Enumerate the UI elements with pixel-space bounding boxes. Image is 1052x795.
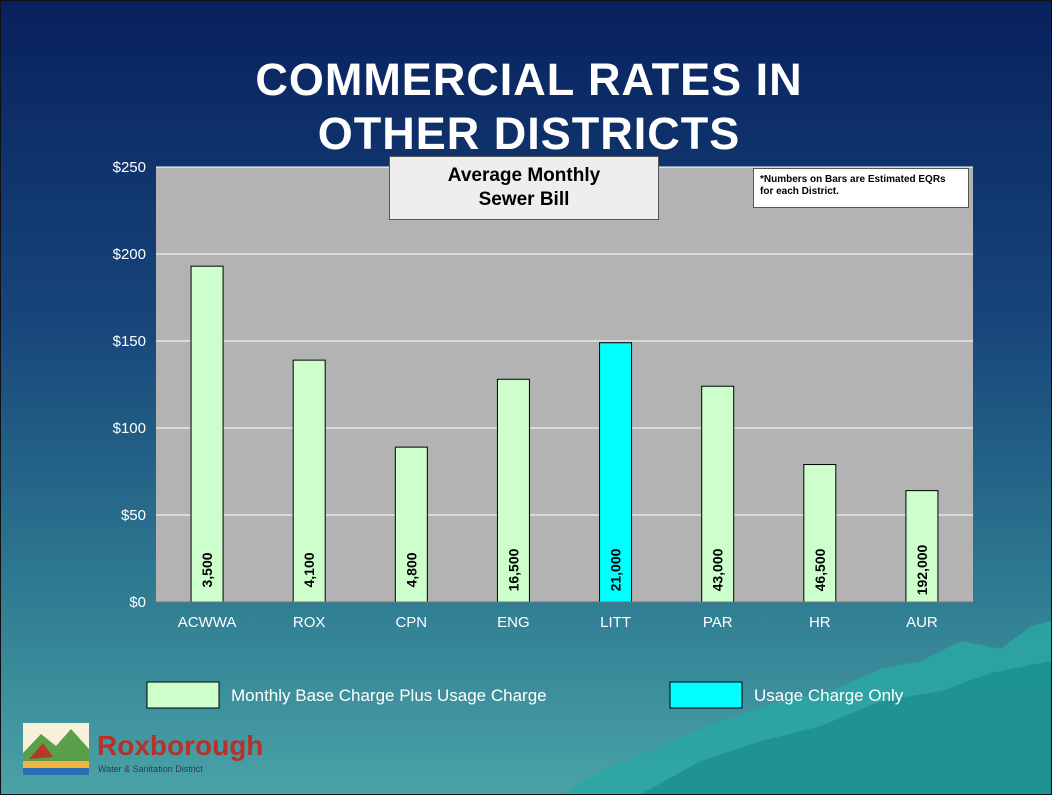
legend-label: Usage Charge Only — [754, 686, 904, 705]
logo-name: Roxborough — [97, 730, 263, 761]
x-tick-label: ACWWA — [178, 614, 237, 631]
bar-label: 192,000 — [914, 544, 930, 595]
logo-icon — [23, 723, 89, 775]
x-tick-label: HR — [809, 614, 831, 631]
x-tick-label: LITT — [600, 614, 631, 631]
bar — [190, 265, 224, 603]
logo-tagline: Water & Sanitation District — [98, 764, 203, 774]
bar — [905, 490, 939, 603]
note-box: *Numbers on Bars are Estimated EQRs for … — [753, 168, 969, 208]
logo-rock — [29, 743, 53, 759]
y-tick-label: $0 — [129, 594, 146, 611]
slide-title: COMMERCIAL RATES IN OTHER DISTRICTS — [255, 54, 803, 159]
bar-label: 21,000 — [608, 548, 624, 591]
y-tick-label: $200 — [113, 246, 146, 263]
bar — [701, 385, 735, 603]
y-tick-label: $50 — [121, 507, 146, 524]
y-tick-label: $150 — [113, 333, 146, 350]
x-tick-label: ROX — [293, 614, 326, 631]
bar-label: 4,800 — [403, 552, 419, 587]
mountain-decoration — [641, 661, 1051, 794]
annotation: *Numbers on Bars are Estimated EQRs for … — [760, 174, 946, 197]
subtitle-box: Average Monthly Sewer Bill — [389, 156, 659, 220]
legend-swatch — [146, 681, 220, 709]
bar-label: 16,500 — [505, 548, 521, 591]
bar-label: 3,500 — [199, 552, 215, 587]
legend-swatch — [669, 681, 743, 709]
bar — [803, 464, 837, 603]
chart-subtitle: Average Monthly Sewer Bill — [447, 165, 601, 210]
legend-label: Monthly Base Charge Plus Usage Charge — [231, 686, 547, 705]
plot-area — [156, 167, 973, 602]
y-tick-label: $250 — [113, 159, 146, 176]
bar-label: 46,500 — [812, 548, 828, 591]
bar-label: 43,000 — [710, 548, 726, 591]
x-tick-label: AUR — [906, 614, 938, 631]
bar — [599, 342, 633, 603]
y-tick-label: $100 — [113, 420, 146, 437]
x-tick-label: PAR — [703, 614, 733, 631]
x-tick-label: CPN — [395, 614, 427, 631]
x-tick-label: ENG — [497, 614, 530, 631]
logo-band — [23, 761, 89, 768]
bar-label: 4,100 — [301, 552, 317, 587]
logo-water — [23, 768, 89, 775]
